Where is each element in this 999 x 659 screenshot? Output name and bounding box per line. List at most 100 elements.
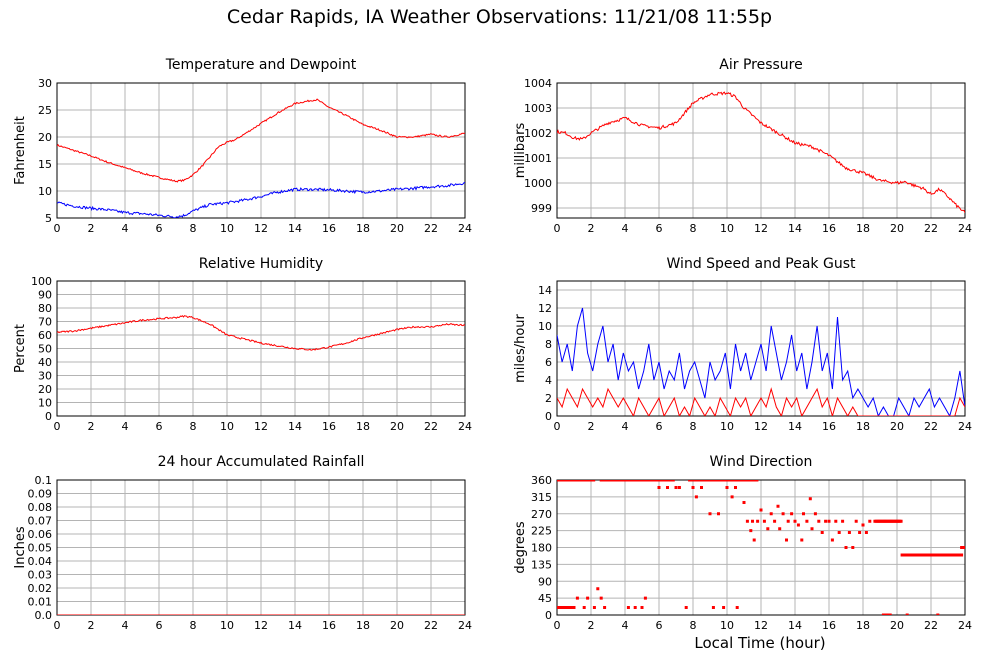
wind-direction-point (732, 480, 736, 482)
temp-ytick-label: 10 (38, 185, 52, 198)
wind-xtick-label: 8 (690, 420, 697, 433)
wind-plot-frame (556, 280, 966, 417)
temp-ytick-label: 30 (38, 77, 52, 90)
pres-xtick-label: 2 (588, 222, 595, 235)
rain-ytick-label: 0.08 (28, 501, 53, 514)
rain-xtick-label: 0 (54, 619, 61, 632)
temp-ytick-label: 5 (45, 212, 52, 225)
rh-ytick-label: 100 (31, 275, 52, 288)
wind-direction-point (752, 480, 756, 482)
rain-xtick-label: 20 (390, 619, 404, 632)
wind-direction-point (692, 480, 696, 482)
rh-xtick-label: 14 (288, 420, 302, 433)
wind-direction-point (756, 519, 760, 523)
wind-direction-point (564, 606, 567, 609)
wind-direction-point (805, 519, 809, 523)
wind-direction-point (741, 480, 745, 482)
rh-xtick-label: 24 (458, 420, 472, 433)
pres-series-red-line (557, 91, 965, 213)
wind-direction-point (575, 596, 579, 600)
wind-direction-point (747, 480, 751, 482)
temp-ytick-label: 20 (38, 131, 52, 144)
temp-xtick-label: 6 (156, 222, 163, 235)
wind-direction-point (786, 519, 790, 523)
wind-direction-point (734, 480, 737, 482)
wind-direction-point (810, 527, 814, 531)
dir-xtick-label: 18 (856, 619, 870, 632)
wind-direction-point (703, 480, 707, 482)
wind-direction-point (813, 512, 817, 516)
pres-ytick-label: 1000 (524, 177, 552, 190)
wind-direction-point (738, 480, 742, 482)
wind-xtick-label: 20 (890, 420, 904, 433)
wind-direction-point (674, 486, 678, 489)
rh-ytick-label: 40 (38, 356, 52, 369)
wind-direction-point (720, 480, 724, 482)
wind-direction-point (701, 480, 705, 482)
wind-direction-point (861, 523, 865, 527)
pres-ytick-label: 999 (531, 202, 552, 215)
rh-xtick-label: 18 (356, 420, 370, 433)
wind-direction-point (749, 480, 753, 482)
rain-ytick-label: 0.03 (28, 569, 53, 582)
pres-ytick-label: 1002 (524, 127, 552, 140)
rh-ytick-label: 20 (38, 383, 52, 396)
wind-direction-point (735, 480, 739, 482)
wind-direction-point (936, 613, 940, 615)
temp-xtick-label: 12 (254, 222, 268, 235)
dir-xtick-label: 12 (754, 619, 768, 632)
wind-direction-point (560, 606, 564, 609)
wind-direction-point (603, 606, 607, 609)
rh-xtick-label: 20 (390, 420, 404, 433)
pres-plot-frame (556, 82, 966, 219)
wind-direction-point (729, 480, 733, 482)
wind-ytick-label: 6 (545, 356, 552, 369)
temp-ytick-label: 25 (38, 104, 52, 117)
wind-direction-point (737, 480, 741, 482)
wind-direction-point (657, 486, 661, 489)
rain-xtick-label: 14 (288, 619, 302, 632)
wind-direction-point (558, 606, 562, 609)
dir-xtick-label: 14 (788, 619, 802, 632)
wind-direction-point (596, 587, 600, 591)
rain-ytick-label: 0.05 (28, 542, 53, 555)
wind-direction-point (714, 480, 718, 482)
dir-ytick-label: 225 (531, 525, 552, 538)
rh-ytick-label: 70 (38, 316, 52, 329)
wind-xtick-label: 24 (958, 420, 972, 433)
wind-direction-point (781, 512, 785, 516)
rh-xtick-label: 2 (88, 420, 95, 433)
wind-direction-point (740, 480, 744, 482)
wind-direction-point (743, 480, 747, 482)
temp-xtick-label: 18 (356, 222, 370, 235)
rh-series-red-line (57, 315, 465, 351)
wind-direction-point (769, 512, 773, 516)
wind-direction-point (572, 606, 576, 609)
dir-chart-title: Wind Direction (710, 454, 813, 470)
wind-direction-point (817, 519, 821, 523)
dir-y-axis-label: degrees (513, 521, 528, 574)
wind-direction-point (742, 501, 746, 504)
wind-direction-point (753, 480, 757, 482)
wind-direction-point (711, 606, 715, 609)
wind-direction-point (569, 606, 573, 609)
temp-series-blue-line (57, 182, 465, 218)
wind-ytick-label: 0 (545, 410, 552, 423)
wind-direction-point (766, 527, 770, 531)
wind-xtick-label: 22 (924, 420, 938, 433)
wind-direction-point (705, 480, 709, 482)
wind-ytick-label: 10 (538, 320, 552, 333)
wind-direction-point (746, 480, 750, 482)
dir-xtick-label: 8 (690, 619, 697, 632)
rh-ytick-label: 60 (38, 329, 52, 342)
wind-direction-point (715, 480, 719, 482)
wind-direction-point (649, 480, 652, 482)
pres-chart-title: Air Pressure (719, 57, 802, 73)
pres-ytick-label: 1004 (524, 77, 552, 90)
wind-direction-point (727, 480, 731, 482)
rh-plot-frame (56, 280, 466, 417)
wind-direction-point (718, 480, 722, 482)
wind-series-red-line (557, 387, 965, 416)
wind-direction-point (759, 508, 763, 512)
